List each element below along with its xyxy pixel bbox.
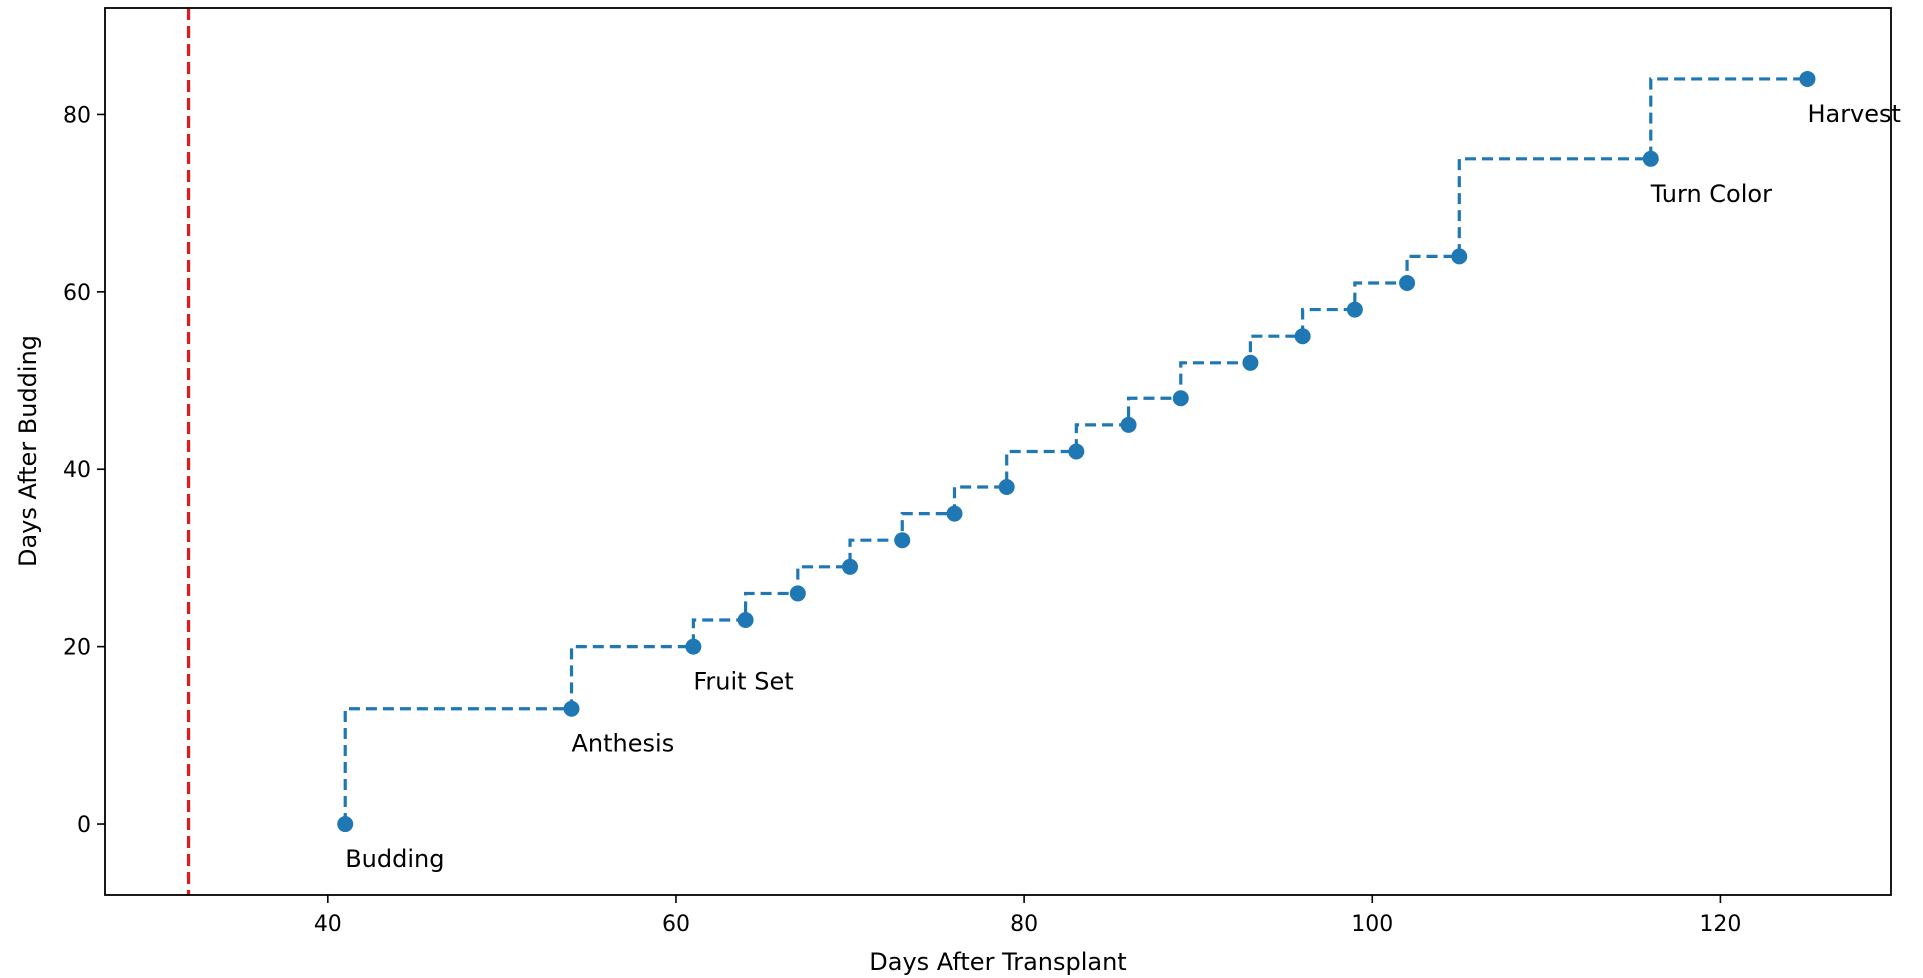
data-point	[842, 558, 859, 575]
point-annotation: Anthesis	[572, 730, 675, 758]
x-tick-label: 40	[314, 912, 342, 937]
plot-frame	[104, 7, 1892, 896]
y-axis-label: Days After Budding	[14, 335, 42, 567]
data-point	[1642, 150, 1659, 167]
data-point	[789, 585, 806, 602]
data-point	[1346, 301, 1363, 318]
data-point	[337, 816, 354, 833]
x-axis-label: Days After Transplant	[869, 948, 1126, 976]
x-tick-label: 80	[1010, 912, 1038, 937]
point-annotation: Turn Color	[1650, 180, 1772, 208]
point-annotation: Harvest	[1807, 100, 1901, 128]
y-tick-label: 80	[63, 103, 91, 128]
x-tick-label: 60	[662, 912, 690, 937]
y-tick-label: 60	[63, 281, 91, 306]
data-point	[1120, 416, 1137, 433]
data-point	[1799, 70, 1816, 87]
data-point	[685, 638, 702, 655]
data-point	[1172, 390, 1189, 407]
data-point	[563, 700, 580, 717]
x-axis: 40 60 80 100 120	[314, 895, 1741, 937]
y-axis: 0 20 40 60 80	[63, 103, 105, 838]
data-point	[1294, 328, 1311, 345]
data-point	[946, 505, 963, 522]
x-tick-label: 100	[1351, 912, 1393, 937]
data-point	[1399, 274, 1416, 291]
point-annotation: Fruit Set	[693, 668, 793, 696]
data-point	[1068, 443, 1085, 460]
y-tick-label: 40	[63, 458, 91, 483]
y-tick-label: 0	[77, 813, 91, 838]
data-point	[894, 532, 911, 549]
data-point	[998, 478, 1015, 495]
point-annotation: Budding	[345, 845, 444, 873]
plot-area: Budding Anthesis Fruit Set Turn Color Harves…	[186, 8, 1901, 895]
data-point	[1242, 354, 1259, 371]
y-tick-label: 20	[63, 636, 91, 661]
data-point	[1451, 248, 1468, 265]
x-tick-label: 120	[1699, 912, 1741, 937]
data-point	[737, 612, 754, 629]
